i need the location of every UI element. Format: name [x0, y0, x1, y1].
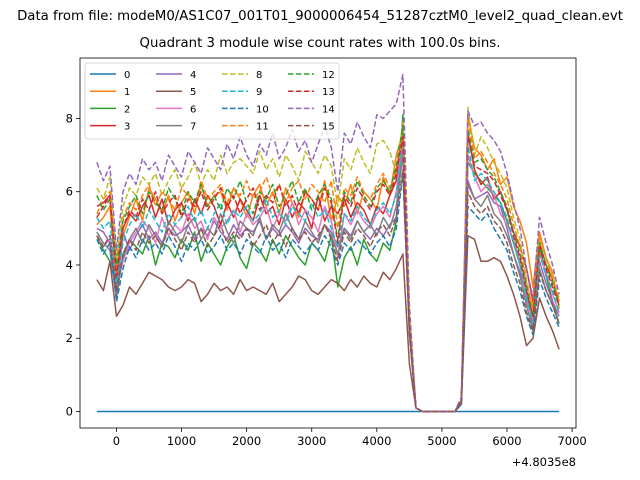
file-title: Data from file: modeM0/AS1C07_001T01_900… — [17, 9, 623, 24]
x-tick-label: 6000 — [492, 434, 521, 448]
legend-label: 0 — [124, 70, 130, 81]
series-line-8 — [96, 106, 560, 413]
y-tick-label: 4 — [66, 258, 73, 272]
legend-label: 15 — [322, 122, 335, 133]
x-tick-label: 7000 — [557, 434, 586, 448]
series-line-2 — [96, 114, 560, 413]
legend-label: 4 — [190, 70, 196, 81]
legend-label: 8 — [256, 70, 262, 81]
series-line-14 — [96, 73, 560, 413]
legend-label: 13 — [322, 87, 335, 98]
series-line-12 — [96, 125, 560, 413]
series-line-9 — [96, 143, 560, 413]
y-tick-label: 0 — [66, 405, 73, 419]
series-line-6 — [96, 132, 560, 413]
plot-frame — [79, 57, 577, 429]
legend-label: 1 — [124, 87, 130, 98]
x-tick-label: 3000 — [297, 434, 326, 448]
legend-label: 12 — [322, 70, 335, 81]
legend-label: 6 — [190, 104, 196, 115]
y-axis: 0 2 4 6 8 — [66, 111, 80, 419]
x-tick-label: 4000 — [362, 434, 391, 448]
series-lines — [96, 73, 560, 413]
legend-label: 11 — [256, 122, 269, 133]
legend-label: 14 — [322, 104, 335, 115]
x-offset-label: +4.8035e8 — [512, 455, 576, 469]
legend-label: 10 — [256, 104, 269, 115]
legend-box — [84, 62, 340, 140]
legend-label: 7 — [190, 122, 196, 133]
y-tick-label: 8 — [66, 111, 73, 125]
y-tick-label: 2 — [66, 331, 73, 345]
x-tick-label: 1000 — [167, 434, 196, 448]
x-tick-label: 2000 — [232, 434, 261, 448]
series-line-13 — [96, 136, 560, 413]
x-axis: 0 1000 2000 3000 4000 5000 6000 7000 — [113, 428, 587, 448]
legend-label: 3 — [124, 122, 130, 133]
series-line-1 — [96, 114, 560, 413]
chart-title: Quadrant 3 module wise count rates with … — [139, 36, 501, 51]
series-line-4 — [96, 139, 560, 413]
legend-label: 5 — [190, 87, 196, 98]
legend-label: 2 — [124, 104, 130, 115]
legend-label: 9 — [256, 87, 262, 98]
x-tick-label: 0 — [113, 434, 120, 448]
series-line-5 — [96, 234, 560, 413]
series-line-10 — [96, 172, 560, 413]
y-tick-label: 6 — [66, 185, 73, 199]
x-tick-label: 5000 — [427, 434, 456, 448]
